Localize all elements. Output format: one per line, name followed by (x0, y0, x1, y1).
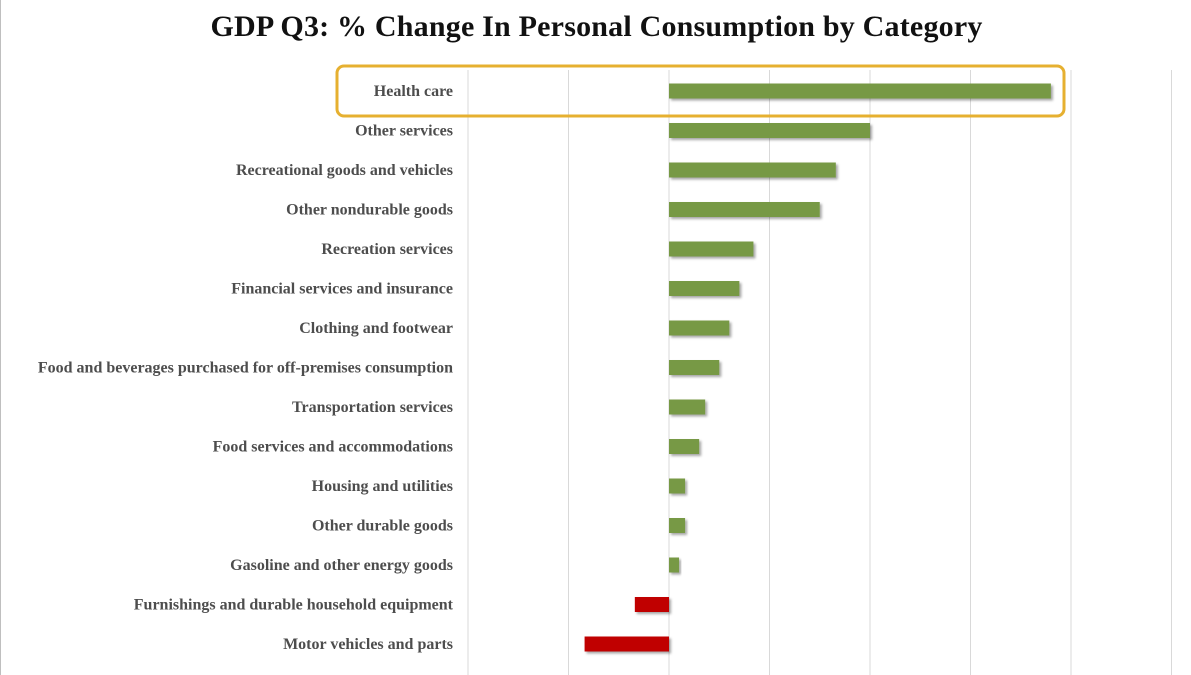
category-label: Transportation services (292, 399, 453, 416)
bar-10 (669, 439, 700, 454)
bar-9 (669, 399, 706, 415)
chart-title: GDP Q3: % Change In Personal Consumption… (210, 10, 983, 43)
category-label: Health care (374, 83, 453, 100)
highlight-box (335, 64, 1066, 118)
category-label: Food services and accommodations (213, 439, 453, 456)
bar-1 (669, 83, 1051, 99)
bar-12 (669, 518, 686, 533)
category-label: Other durable goods (312, 518, 453, 535)
category-label: Housing and utilities (312, 478, 453, 495)
bar-8 (669, 360, 720, 375)
bar-3 (669, 162, 836, 178)
category-label: Clothing and footwear (299, 320, 453, 337)
bar-11 (669, 478, 686, 494)
bar-13 (669, 557, 680, 573)
category-label: Other services (355, 123, 453, 140)
bar-14 (634, 597, 669, 612)
category-label: Recreational goods and vehicles (236, 162, 453, 179)
bar-15 (584, 636, 669, 652)
bar-7 (669, 320, 730, 336)
category-label: Financial services and insurance (231, 281, 453, 298)
category-label: Gasoline and other energy goods (230, 557, 453, 574)
category-label: Motor vehicles and parts (283, 636, 453, 653)
bar-4 (669, 202, 820, 217)
category-label: Other nondurable goods (286, 202, 453, 219)
bar-2 (669, 123, 870, 138)
category-label: Recreation services (321, 241, 453, 258)
category-label: Furnishings and durable household equipm… (134, 597, 454, 614)
bar-6 (669, 281, 740, 296)
bar-5 (669, 241, 754, 257)
category-label: Food and beverages purchased for off-pre… (38, 360, 453, 377)
